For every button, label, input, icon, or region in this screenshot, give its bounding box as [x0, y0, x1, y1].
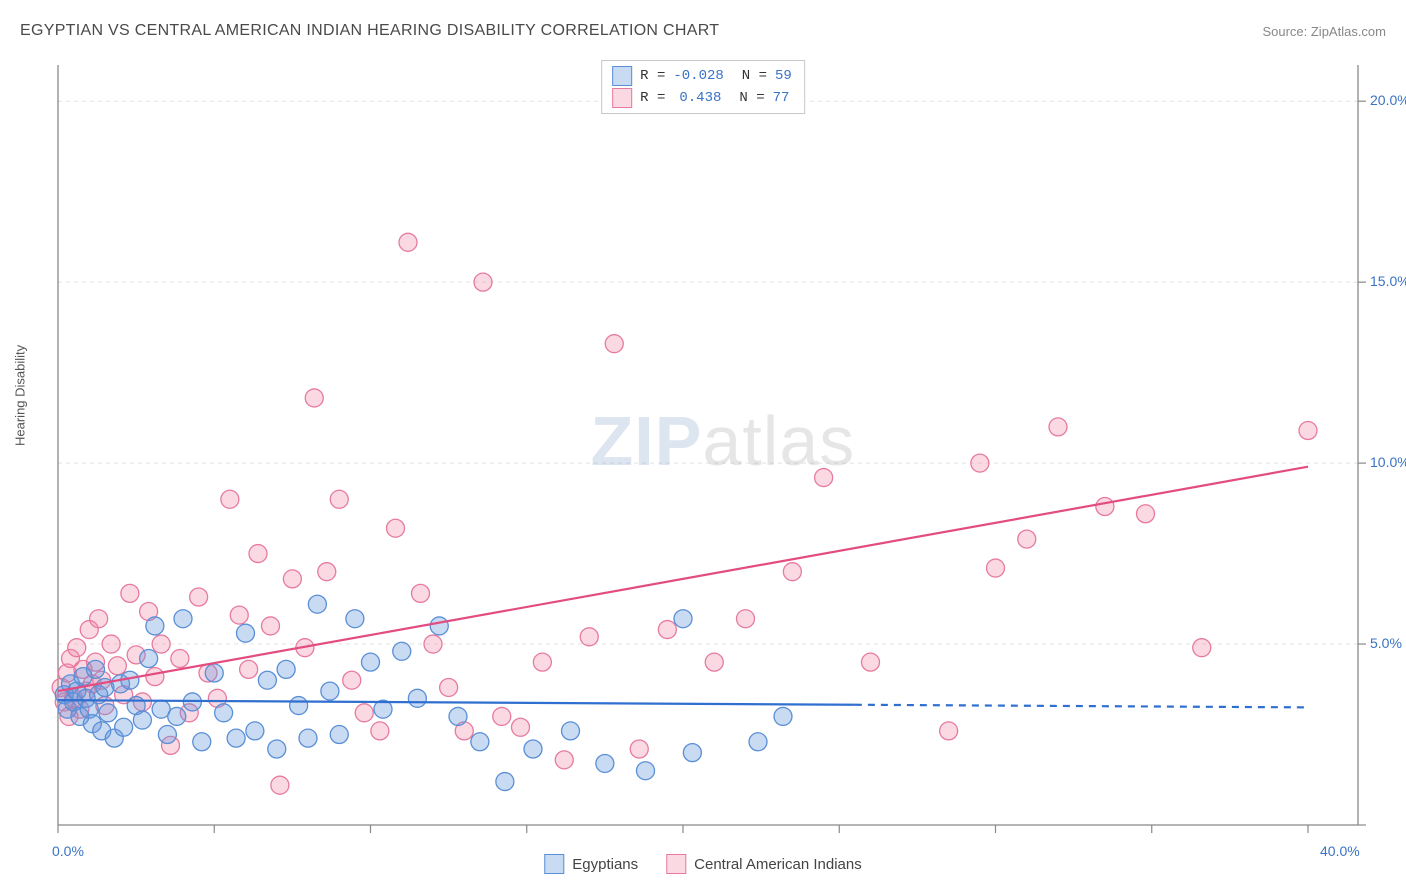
chart-container: 5.0%10.0%15.0%20.0%0.0%40.0%	[48, 55, 1378, 845]
legend-row-central: R = 0.438 N = 77	[612, 87, 792, 109]
correlation-legend: R = -0.028 N = 59 R = 0.438 N = 77	[601, 60, 805, 114]
legend-label-egyptians: Egyptians	[572, 856, 638, 873]
ytick-label: 10.0%	[1370, 454, 1406, 470]
page-title: EGYPTIAN VS CENTRAL AMERICAN INDIAN HEAR…	[20, 22, 719, 40]
r-label: R =	[640, 65, 665, 87]
source-prefix: Source:	[1262, 24, 1310, 39]
r-label: R =	[640, 87, 665, 109]
n-value-central: 77	[773, 87, 790, 109]
legend-swatch-central	[612, 88, 632, 108]
xtick-label: 40.0%	[1320, 843, 1360, 859]
legend-swatch-egyptians	[612, 66, 632, 86]
legend-item-central: Central American Indians	[666, 854, 862, 874]
source-link[interactable]: ZipAtlas.com	[1311, 24, 1386, 39]
ytick-label: 20.0%	[1370, 92, 1406, 108]
legend-label-central: Central American Indians	[694, 856, 862, 873]
legend-swatch-central	[666, 854, 686, 874]
ytick-label: 5.0%	[1370, 635, 1402, 651]
xtick-label: 0.0%	[52, 843, 84, 859]
r-value-egyptians: -0.028	[673, 65, 723, 87]
source-attribution: Source: ZipAtlas.com	[1262, 24, 1386, 39]
legend-item-egyptians: Egyptians	[544, 854, 638, 874]
series-legend: Egyptians Central American Indians	[544, 854, 861, 874]
legend-swatch-egyptians	[544, 854, 564, 874]
r-value-central: 0.438	[679, 87, 721, 109]
n-label: N =	[739, 87, 764, 109]
legend-row-egyptians: R = -0.028 N = 59	[612, 65, 792, 87]
y-axis-label: Hearing Disability	[13, 345, 28, 446]
n-label: N =	[742, 65, 767, 87]
ytick-label: 15.0%	[1370, 273, 1406, 289]
scatter-chart	[48, 55, 1378, 845]
n-value-egyptians: 59	[775, 65, 792, 87]
